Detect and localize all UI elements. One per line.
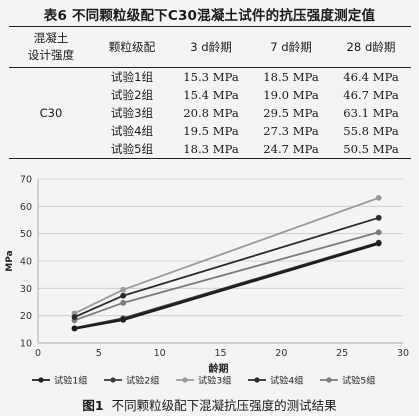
y-tick-label: 20 <box>20 311 32 322</box>
value-3d: 15.3 MPa <box>183 70 239 84</box>
legend-label: 试验5组 <box>342 375 375 387</box>
group-cell: 试验4组 <box>110 124 154 138</box>
header-design-strength: 混凝土 设计强度 <box>27 31 75 62</box>
value-7d: 19.0 MPa <box>263 88 319 102</box>
table-header-row: 混凝土 设计强度 颗粒级配 3 d龄期 7 d龄期 28 d龄期 <box>9 26 411 68</box>
y-tick-label: 50 <box>20 229 32 240</box>
value-28d: 63.1 MPa <box>343 106 399 120</box>
x-tick-label: 10 <box>154 348 166 359</box>
data-point <box>120 286 127 293</box>
legend-marker <box>254 377 260 383</box>
x-axis-label: 龄期 <box>209 362 229 375</box>
legend-label: 试验1组 <box>54 375 87 387</box>
strength-table: 混凝土 设计强度 颗粒级配 3 d龄期 7 d龄期 28 d龄期 C30 试验1组… <box>9 26 411 159</box>
header-28d: 28 d龄期 <box>346 39 396 54</box>
data-point <box>120 292 127 299</box>
header-grading: 颗粒级配 <box>108 39 156 54</box>
table-row: C30 试验1组 15.3 MPa 18.5 MPa 46.4 MPa <box>9 68 411 120</box>
group-cell: 试验2组 <box>110 88 154 102</box>
legend-marker <box>182 377 188 383</box>
table-row: 试验3组 20.8 MPa 29.5 MPa 63.1 MPa <box>9 104 411 122</box>
series-line <box>74 216 379 318</box>
figure-caption: 图1 不同颗粒级配下混凝抗压强度的测试结果 <box>0 395 419 414</box>
table-row: 试验4组 19.5 MPa 27.3 MPa 55.8 MPa <box>9 122 411 140</box>
x-tick-label: 20 <box>275 348 287 359</box>
legend-label: 试验4组 <box>270 375 303 387</box>
x-tick-label: 15 <box>214 348 226 359</box>
value-7d: 29.5 MPa <box>263 106 319 120</box>
value-3d: 18.3 MPa <box>183 142 239 156</box>
y-axis-label: MPa <box>5 250 15 271</box>
table-row: 试验2组 15.4 MPa 19.0 MPa 46.7 MPa <box>9 86 411 104</box>
value-3d: 19.5 MPa <box>183 124 239 138</box>
data-point <box>120 316 127 323</box>
group-cell: 试验1组 <box>110 70 154 84</box>
group-cell: 试验3组 <box>110 106 154 120</box>
table-title: 表6 不同颗粒级配下C30混凝土试件的抗压强度测定值 <box>43 8 376 24</box>
x-tick-label: 30 <box>397 348 409 359</box>
value-28d: 55.8 MPa <box>343 124 399 138</box>
y-tick-label: 60 <box>20 202 32 213</box>
legend-marker <box>110 377 116 383</box>
x-tick-label: 5 <box>96 348 102 359</box>
value-28d: 46.4 MPa <box>343 70 399 84</box>
value-3d: 20.8 MPa <box>183 106 239 120</box>
design-strength-cell: C30 <box>39 106 63 120</box>
legend-marker <box>38 377 44 383</box>
legend-label: 试验2组 <box>126 375 159 387</box>
value-28d: 46.7 MPa <box>343 88 399 102</box>
data-point <box>375 240 382 247</box>
data-point <box>71 314 78 320</box>
y-tick-label: 30 <box>20 284 32 295</box>
data-point <box>71 325 78 332</box>
value-7d: 24.7 MPa <box>263 142 319 156</box>
figure-caption-text: 不同颗粒级配下混凝抗压强度的测试结果 <box>111 398 337 413</box>
x-tick-label: 0 <box>35 348 41 359</box>
legend-marker <box>326 377 332 383</box>
value-28d: 50.5 MPa <box>343 142 399 156</box>
value-7d: 18.5 MPa <box>263 70 319 84</box>
figure-number: 图1 <box>82 398 104 413</box>
header-7d: 7 d龄期 <box>270 39 312 54</box>
data-point <box>120 299 127 306</box>
x-tick-label: 25 <box>336 348 348 359</box>
legend-label: 试验3组 <box>198 375 231 387</box>
header-3d: 3 d龄期 <box>190 39 232 54</box>
series-line <box>74 231 379 322</box>
y-tick-label: 70 <box>20 175 32 186</box>
data-point <box>375 229 382 236</box>
y-tick-label: 40 <box>20 257 32 268</box>
group-cell: 试验5组 <box>110 142 154 156</box>
y-tick-label: 10 <box>20 339 32 350</box>
value-3d: 15.4 MPa <box>183 88 239 102</box>
data-point <box>375 214 382 221</box>
data-point <box>375 194 382 201</box>
table-row: 试验5组 18.3 MPa 24.7 MPa 50.5 MPa <box>9 140 411 159</box>
value-7d: 27.3 MPa <box>263 124 319 138</box>
